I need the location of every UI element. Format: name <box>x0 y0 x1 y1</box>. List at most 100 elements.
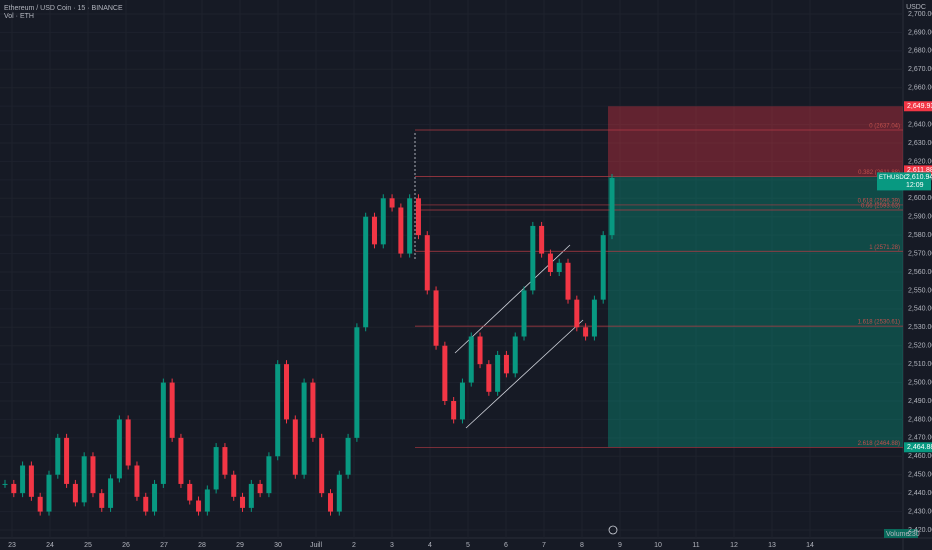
candle-body <box>90 456 96 494</box>
price-label: 2,430.00 <box>908 508 932 515</box>
candle-body <box>547 253 553 272</box>
candle-body <box>415 198 421 236</box>
price-label: 2,490.00 <box>908 398 932 405</box>
fib-label: 0.618 (2596.39) <box>858 199 900 205</box>
candle-body <box>108 478 114 508</box>
candle-body <box>380 198 386 245</box>
fib-label: 0 (2637.04) <box>869 124 900 130</box>
candle-body <box>134 465 140 497</box>
time-label: 5 <box>466 542 470 549</box>
fib-label: 2.618 (2464.88) <box>858 441 900 447</box>
time-label: 12 <box>730 542 738 549</box>
time-label: 6 <box>504 542 508 549</box>
candle-body <box>424 235 430 291</box>
candle-body <box>433 290 439 346</box>
price-label: 2,660.00 <box>908 85 932 92</box>
price-label: 2,450.00 <box>908 472 932 479</box>
candle-body <box>2 483 8 485</box>
fib-label: 1.618 (2530.61) <box>858 320 900 326</box>
candle-body <box>222 447 228 475</box>
price-label: 2,700.00 <box>908 11 932 18</box>
time-label: 26 <box>122 542 130 549</box>
time-label: Juill <box>310 542 323 549</box>
price-label: 2,440.00 <box>908 490 932 497</box>
candle-body <box>389 198 395 208</box>
candle-body <box>398 207 404 254</box>
candle-body <box>292 419 298 475</box>
candle-body <box>275 364 281 457</box>
price-label: 2,640.00 <box>908 121 932 128</box>
time-label: 13 <box>768 542 776 549</box>
time-label: 28 <box>198 542 206 549</box>
event-icon[interactable] <box>608 525 618 535</box>
candle-body <box>11 483 17 494</box>
candle-body <box>266 456 272 494</box>
price-label: 2,630.00 <box>908 140 932 147</box>
time-label: 11 <box>692 542 699 549</box>
last-price-bg <box>877 172 931 191</box>
time-label: 24 <box>46 542 54 549</box>
candle-body <box>125 419 131 466</box>
time-label: 25 <box>84 542 92 549</box>
price-label: 2,590.00 <box>908 214 932 221</box>
time-label: 29 <box>236 542 244 549</box>
stop-zone <box>608 106 903 177</box>
candle-body <box>486 364 492 392</box>
candle-body <box>609 178 615 236</box>
price-tag-label: 2,464.88 <box>907 444 932 451</box>
candle-body <box>407 198 413 254</box>
time-label: 3 <box>390 542 394 549</box>
volume-title: Vol · ETH <box>4 13 34 20</box>
symbol-title: Ethereum / USD Coin · 15 · BINANCE <box>4 5 123 12</box>
candle-body <box>143 496 149 512</box>
price-tag-label: 2,649.93 <box>907 103 932 110</box>
candle-body <box>521 290 527 337</box>
candle-body <box>72 483 78 503</box>
volume-legend-label: Volume <box>886 531 909 538</box>
price-label: 2,500.00 <box>908 379 932 386</box>
time-label: 4 <box>428 542 432 549</box>
volume-legend-bg <box>884 529 918 538</box>
candle-body <box>503 354 509 374</box>
candle-body <box>354 327 360 438</box>
candle-body <box>257 483 263 494</box>
price-label: 2,560.00 <box>908 269 932 276</box>
candle-body <box>327 493 333 512</box>
price-label: 2,550.00 <box>908 287 932 294</box>
candle-body <box>204 489 210 512</box>
candle-body <box>152 483 158 512</box>
candle-body <box>565 262 571 300</box>
price-tag <box>904 165 932 176</box>
candle-body <box>28 465 34 497</box>
price-label: 2,690.00 <box>908 29 932 36</box>
volume-legend-value: 230 <box>908 531 920 538</box>
price-label: 2,420.00 <box>908 527 932 534</box>
candle-body <box>459 382 465 420</box>
candle-body <box>345 437 351 475</box>
fib-label: 1 (2571.28) <box>869 245 900 251</box>
time-label: 2 <box>352 542 356 549</box>
candle-body <box>574 299 580 328</box>
time-label: 14 <box>806 542 814 549</box>
candle-body <box>451 401 457 420</box>
price-label: 2,620.00 <box>908 158 932 165</box>
candle-body <box>600 235 606 300</box>
time-label: 23 <box>8 542 16 549</box>
price-label: 2,460.00 <box>908 453 932 460</box>
price-label: 2,520.00 <box>908 343 932 350</box>
price-label: 2,680.00 <box>908 48 932 55</box>
candle-body <box>539 225 545 254</box>
price-label: 2,540.00 <box>908 306 932 313</box>
time-label: 8 <box>580 542 584 549</box>
price-tag <box>904 101 932 112</box>
currency: USDC <box>906 4 926 11</box>
price-label: 2,480.00 <box>908 416 932 423</box>
price-label: 2,580.00 <box>908 232 932 239</box>
candle-body <box>319 437 325 494</box>
candle-body <box>178 437 184 484</box>
price-label: 2,670.00 <box>908 66 932 73</box>
candle-body <box>99 493 105 508</box>
